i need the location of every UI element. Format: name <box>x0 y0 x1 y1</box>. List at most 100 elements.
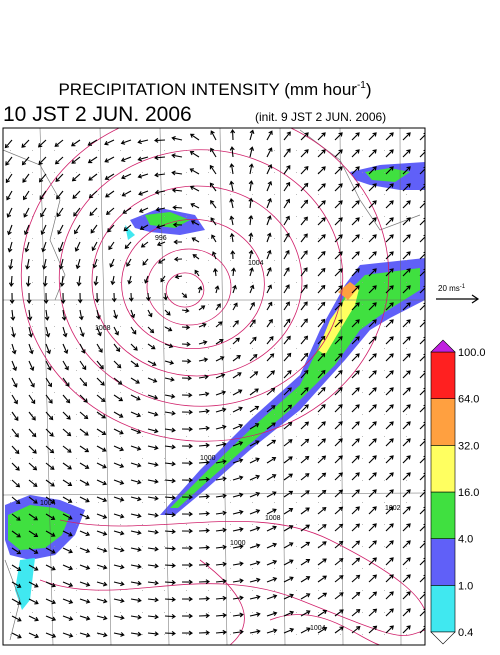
wind-arrow <box>402 506 411 515</box>
graticule <box>399 128 402 645</box>
grid-tick <box>252 546 253 547</box>
grid-tick <box>252 634 253 635</box>
wind-arrow <box>23 224 30 236</box>
grid-tick <box>164 634 165 635</box>
grid-tick <box>340 414 341 415</box>
wind-arrow <box>21 156 30 166</box>
grid-tick <box>252 612 253 613</box>
wind-arrow <box>215 561 227 567</box>
wind-arrow <box>385 370 394 379</box>
precip-area <box>8 505 70 550</box>
wind-arrow <box>11 581 22 588</box>
grid-tick <box>120 458 121 459</box>
wind-arrow <box>26 292 32 304</box>
wind-arrow <box>70 139 81 147</box>
wind-arrow <box>300 318 308 328</box>
wind-arrow <box>215 578 227 584</box>
grid-tick <box>98 304 99 305</box>
wind-arrow <box>368 285 377 294</box>
wind-arrow <box>266 525 277 532</box>
grid-tick <box>120 282 121 283</box>
wind-arrow <box>38 156 47 165</box>
wind-arrow <box>402 183 411 192</box>
wind-reference-text: 20 ms <box>438 284 460 293</box>
wind-arrow <box>215 510 227 516</box>
wind-arrow <box>121 190 132 197</box>
grid-tick <box>296 370 297 371</box>
wind-arrow <box>96 547 108 553</box>
wind-arrow <box>300 490 310 498</box>
wind-arrow <box>110 275 116 286</box>
wind-arrow <box>419 353 425 362</box>
wind-arrow <box>266 336 274 345</box>
wind-arrow <box>385 421 394 430</box>
grid-tick <box>230 194 231 195</box>
wind-arrow <box>317 166 326 175</box>
wind-arrow <box>145 292 151 302</box>
grid-tick <box>76 634 77 635</box>
wind-reference-superscript: -1 <box>460 284 466 290</box>
wind-arrow <box>28 445 37 454</box>
wind-arrow <box>266 353 275 362</box>
wind-arrow <box>351 217 360 226</box>
wind-arrow <box>385 132 394 141</box>
wind-arrow <box>62 581 74 588</box>
grid-tick <box>32 458 33 459</box>
wind-arrow <box>120 139 132 145</box>
wind-arrow <box>130 411 142 418</box>
wind-arrow <box>351 251 360 260</box>
wind-arrow <box>368 251 377 260</box>
grid-tick <box>186 238 187 239</box>
wind-arrow <box>419 523 425 532</box>
wind-arrow <box>11 428 19 438</box>
grid-tick <box>76 172 77 173</box>
contour-label: 1000 <box>230 540 246 547</box>
wind-arrow <box>230 250 236 260</box>
grid-tick <box>186 370 187 371</box>
grid-tick <box>296 546 297 547</box>
wind-arrow <box>154 172 166 178</box>
wind-arrow <box>28 632 40 639</box>
grid-tick <box>296 282 297 283</box>
wind-arrow <box>232 544 244 550</box>
wind-arrow <box>300 250 308 260</box>
wind-arrow <box>147 428 159 434</box>
grid-tick <box>164 370 165 371</box>
grid-tick <box>340 436 341 437</box>
wind-arrow <box>130 445 142 451</box>
grid-tick <box>362 458 363 459</box>
grid-tick <box>54 392 55 393</box>
grid-tick <box>230 634 231 635</box>
wind-arrow <box>317 438 326 447</box>
wind-arrow <box>113 547 125 553</box>
wind-arrow <box>113 598 125 604</box>
wind-arrow <box>96 479 107 486</box>
grid-tick <box>142 260 143 261</box>
wind-arrow <box>96 513 108 519</box>
grid-tick <box>384 568 385 569</box>
grid-tick <box>98 282 99 283</box>
wind-arrow <box>215 339 224 345</box>
wind-arrow <box>45 479 55 487</box>
grid-tick <box>32 370 33 371</box>
init-time: (init. 9 JST 2 JUN. 2006) <box>255 110 386 124</box>
wind-arrow <box>147 411 159 417</box>
grid-tick <box>10 326 11 327</box>
wind-arrow <box>78 309 84 321</box>
wind-arrow <box>87 139 98 146</box>
wind-arrow <box>317 558 327 566</box>
wind-arrow <box>334 575 344 583</box>
grid-tick <box>274 238 275 239</box>
wind-arrow <box>283 148 291 158</box>
grid-tick <box>362 612 363 613</box>
grid-tick <box>296 392 297 393</box>
wind-arrow <box>209 182 217 192</box>
wind-arrow <box>96 462 107 469</box>
title-text: PRECIPITATION INTENSITY (mm hour <box>58 80 357 99</box>
wind-arrow <box>300 438 310 447</box>
wind-arrow <box>351 268 360 277</box>
grid-tick <box>208 524 209 525</box>
wind-arrow <box>28 615 39 622</box>
wind-arrow <box>283 232 290 243</box>
wind-arrow <box>54 156 64 165</box>
